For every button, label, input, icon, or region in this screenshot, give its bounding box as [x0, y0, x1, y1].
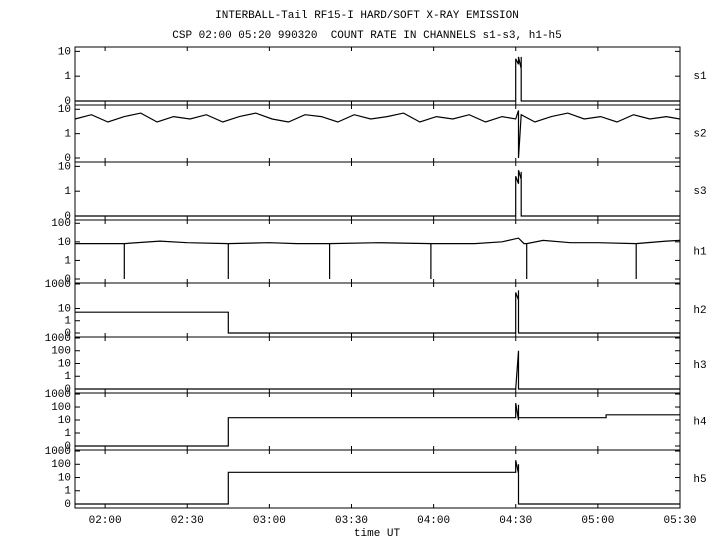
y-tick-label: 10 — [58, 104, 71, 116]
x-tick-label: 04:30 — [499, 515, 532, 527]
y-tick-label: 1 — [64, 371, 71, 383]
panel-label: h4 — [693, 416, 707, 428]
y-tick-label: 10 — [58, 358, 71, 370]
panel-label: h3 — [693, 360, 706, 372]
data-line — [75, 403, 680, 447]
y-tick-label: 100 — [51, 402, 71, 414]
x-tick-label: 03:00 — [253, 515, 286, 527]
y-tick-label: 0 — [64, 274, 71, 286]
y-tick-label: 100 — [51, 459, 71, 471]
panel-label: s3 — [693, 186, 706, 198]
y-tick-label: 1 — [64, 316, 71, 328]
y-tick-label: 1 — [64, 71, 71, 83]
data-line — [75, 350, 680, 390]
chart-subtitle: CSP 02:00 05:20 990320 COUNT RATE IN CHA… — [172, 30, 561, 42]
y-tick-label: 10 — [58, 237, 71, 249]
x-tick-label: 04:00 — [417, 515, 450, 527]
y-tick-label: 10 — [58, 46, 71, 58]
y-tick-label: 1000 — [45, 446, 71, 458]
y-tick-label: 0 — [64, 384, 71, 396]
panel-frame — [74, 449, 681, 509]
x-tick-label: 03:30 — [335, 515, 368, 527]
y-tick-label: 1000 — [45, 279, 71, 291]
y-tick-label: 1 — [64, 255, 71, 267]
y-tick-label: 1 — [64, 486, 71, 498]
y-tick-label: 1 — [64, 428, 71, 440]
x-tick-label: 05:00 — [581, 515, 614, 527]
x-tick-label: 02:30 — [171, 515, 204, 527]
y-tick-label: 0 — [64, 211, 71, 223]
panel-label: s2 — [693, 128, 706, 140]
y-tick-label: 10 — [58, 161, 71, 173]
data-line — [75, 460, 680, 505]
chart-title: INTERBALL-Tail RF15-I HARD/SOFT X-RAY EM… — [215, 10, 519, 22]
data-line — [75, 237, 681, 279]
x-tick-label: 02:00 — [89, 515, 122, 527]
y-tick-label: 100 — [51, 346, 71, 358]
y-tick-label: 0 — [64, 153, 71, 165]
data-line — [75, 290, 680, 334]
y-tick-label: 1000 — [45, 389, 71, 401]
y-tick-label: 10 — [58, 303, 71, 315]
y-tick-label: 0 — [64, 499, 71, 511]
y-tick-label: 100 — [51, 218, 71, 230]
panel-label: h2 — [693, 305, 706, 317]
panel-label: h5 — [693, 474, 706, 486]
y-tick-label: 1 — [64, 186, 71, 198]
x-axis-label: time UT — [354, 528, 401, 540]
y-tick-label: 0 — [64, 96, 71, 108]
x-tick-label: 05:30 — [663, 515, 696, 527]
y-tick-label: 0 — [64, 328, 71, 340]
y-tick-label: 1 — [64, 129, 71, 141]
panel-label: h1 — [693, 246, 707, 258]
data-line — [75, 56, 680, 102]
y-tick-label: 10 — [58, 472, 71, 484]
y-tick-label: 1000 — [45, 333, 71, 345]
data-line — [74, 110, 681, 159]
y-tick-label: 0 — [64, 441, 71, 453]
y-tick-label: 10 — [58, 415, 71, 427]
panel-label: s1 — [693, 71, 707, 83]
data-line — [75, 170, 680, 217]
